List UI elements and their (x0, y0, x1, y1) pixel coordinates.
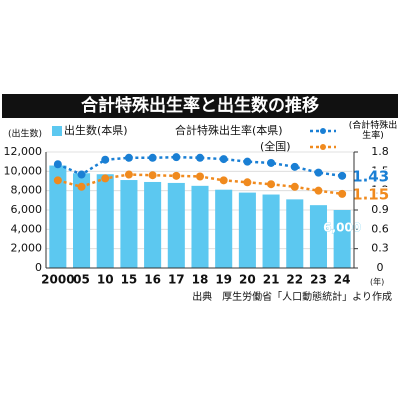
y-tick-label: 6,000 (11, 203, 43, 216)
point (148, 171, 157, 180)
legend-label: 合計特殊出生率(本県) (175, 123, 283, 137)
bar (73, 173, 91, 268)
x-tick-label: 16 (144, 273, 161, 287)
x-tick-label: 15 (121, 273, 138, 287)
bar (49, 165, 67, 268)
y2-tick-label: 1.8 (371, 145, 389, 158)
point (314, 168, 323, 177)
x-tick-label: 05 (73, 273, 90, 287)
value-label: 6,000 (323, 221, 361, 235)
x-tick-label: 17 (168, 273, 185, 287)
bar (309, 205, 327, 268)
point (196, 153, 204, 162)
x-tick-label: 19 (215, 273, 232, 287)
point (290, 182, 299, 191)
x-tick-label: 23 (310, 273, 327, 287)
bar (191, 185, 209, 268)
legend-swatch (320, 128, 326, 134)
y2-tick-label: 1.2 (371, 184, 389, 197)
point (77, 170, 86, 179)
x-tick-label: 21 (263, 273, 280, 287)
x-tick-label: 20 (239, 273, 256, 287)
legend-swatch (320, 144, 326, 150)
y2-tick-label: 0 (377, 261, 384, 274)
x-tick-label: 22 (286, 273, 303, 287)
y2-tick-label: 0.3 (371, 242, 389, 255)
point (101, 155, 110, 164)
y-tick-label: 10,000 (4, 164, 43, 177)
point (243, 178, 252, 187)
point (219, 155, 228, 164)
point (338, 189, 347, 198)
bar (215, 189, 233, 268)
x-tick-label: 10 (97, 273, 114, 287)
point (267, 180, 276, 189)
point (172, 153, 181, 162)
y2-tick-label: 0.6 (371, 222, 389, 235)
y-axis-title: (出生数) (8, 128, 42, 140)
y-tick-label: 4,000 (11, 222, 43, 235)
point (338, 171, 347, 180)
x-tick-label: 18 (192, 273, 209, 287)
y2-tick-label: 0.9 (371, 203, 389, 216)
legend-swatch (52, 126, 62, 136)
value-label: 1.43 (352, 167, 389, 185)
legend-label: (全国) (260, 139, 291, 153)
point (172, 171, 181, 180)
chart-title: 合計特殊出生率と出生数の推移 (81, 95, 319, 116)
point (314, 186, 323, 195)
point (124, 170, 133, 179)
point (219, 176, 228, 185)
point (53, 176, 62, 185)
bar (120, 180, 138, 268)
legend-label: 出生数(本県) (64, 123, 128, 137)
y-tick-label: 2,000 (11, 242, 43, 255)
bar (167, 182, 185, 268)
x-tick-label: 24 (334, 273, 351, 287)
bar (262, 194, 280, 268)
point (290, 162, 299, 171)
point (267, 158, 276, 167)
bar (238, 192, 256, 268)
y2-tick-label: 1.5 (371, 164, 389, 177)
source: 出典 厚生労働省「人口動態統計」より作成 (192, 290, 392, 303)
bar (286, 199, 304, 268)
point (196, 172, 204, 181)
y-tick-label: 0 (35, 261, 42, 274)
title-bar (2, 94, 398, 118)
value-label: 1.15 (352, 185, 389, 203)
x-unit: (年) (370, 277, 384, 287)
y-tick-label: 12,000 (4, 145, 43, 158)
y2-axis-title: (合計特殊出生率) (348, 121, 398, 141)
point (53, 160, 62, 169)
bar (144, 181, 162, 268)
x-tick-label: 2000 (41, 273, 74, 287)
y-tick-label: 8,000 (11, 184, 43, 197)
point (148, 153, 157, 162)
point (101, 174, 110, 183)
bar (333, 210, 351, 268)
point (124, 153, 133, 162)
bar (96, 174, 114, 268)
point (243, 157, 252, 166)
point (77, 182, 86, 191)
